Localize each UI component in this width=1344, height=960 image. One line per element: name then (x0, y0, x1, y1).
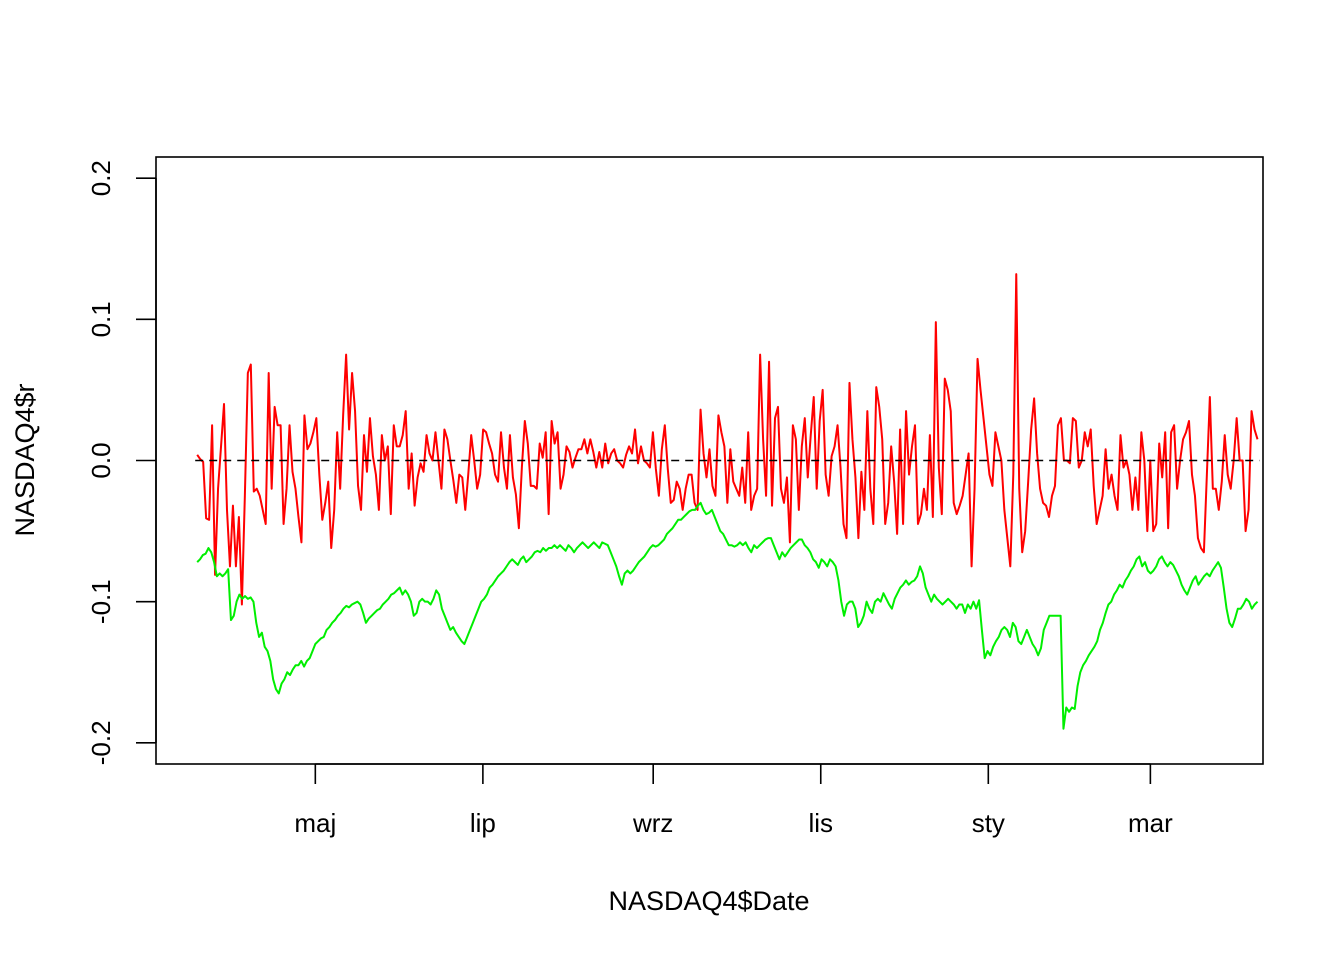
series-line-1 (196, 273, 1259, 606)
y-tick-label-2: 0.0 (86, 442, 116, 478)
x-tick-label-wrz: wrz (632, 808, 673, 838)
y-tick-label-3: 0.1 (86, 301, 116, 337)
y-tick-label-1: -0.1 (86, 579, 116, 624)
x-tick-label-mar: mar (1128, 808, 1173, 838)
x-tick-label-lis: lis (808, 808, 833, 838)
x-axis: maj lip wrz lis sty mar (294, 763, 1173, 838)
y-tick-label-4: 0.2 (86, 160, 116, 196)
series-layer (196, 273, 1259, 730)
y-tick-label-0: -0.2 (86, 720, 116, 765)
x-axis-title: NASDAQ4$Date (608, 886, 809, 916)
series-line-2 (196, 501, 1259, 730)
y-axis-title: NASDAQ4$r (10, 383, 40, 536)
y-axis: -0.2 -0.1 0.0 0.1 0.2 (86, 160, 157, 765)
x-tick-label-sty: sty (972, 808, 1005, 838)
x-tick-label-maj: maj (294, 808, 336, 838)
x-tick-label-lip: lip (470, 808, 496, 838)
